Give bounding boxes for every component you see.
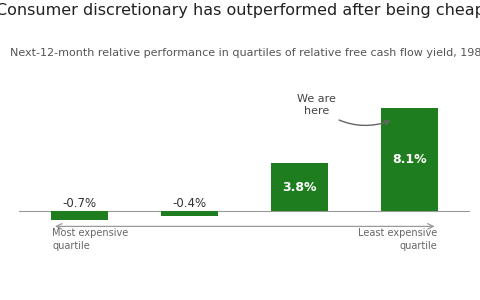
Text: Consumer discretionary has outperformed after being cheap: Consumer discretionary has outperformed …	[0, 3, 480, 18]
Text: -0.7%: -0.7%	[63, 196, 97, 210]
Bar	[161, 211, 218, 216]
Text: 3.8%: 3.8%	[283, 181, 317, 194]
Text: 8.1%: 8.1%	[393, 153, 427, 166]
Bar	[51, 211, 108, 220]
Text: Least expensive
quartile: Least expensive quartile	[358, 228, 437, 251]
Text: Next-12-month relative performance in quartiles of relative free cash flow yield: Next-12-month relative performance in qu…	[10, 48, 480, 58]
Text: We are
here: We are here	[297, 94, 389, 125]
Text: -0.4%: -0.4%	[173, 196, 207, 210]
Bar	[271, 163, 328, 211]
Bar	[381, 108, 439, 211]
Text: Most expensive
quartile: Most expensive quartile	[52, 228, 129, 251]
